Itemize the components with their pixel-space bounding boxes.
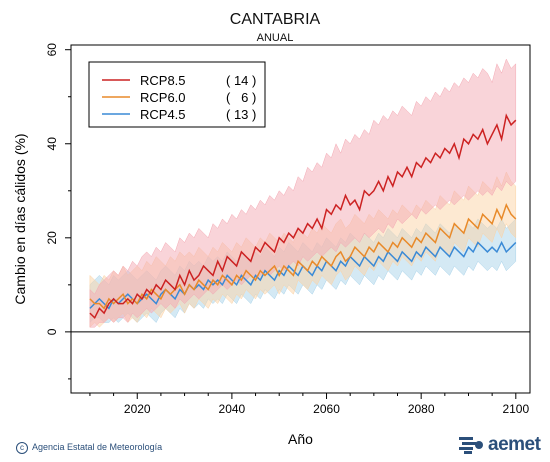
legend-count: ( 6 ): [226, 90, 256, 105]
aemet-logo: aemet: [458, 434, 541, 456]
aemet-logo-text: aemet: [488, 434, 541, 455]
aemet-logo-icon: [459, 437, 483, 454]
copyright-icon: c: [16, 442, 28, 454]
legend: RCP8.5 ( 14 ) RCP6.0 ( 6 ) RCP4.5 ( 13 ): [88, 61, 266, 128]
legend-label: RCP4.5: [140, 107, 186, 122]
series-lines: [89, 113, 517, 320]
x-tick-label: 2100: [502, 402, 529, 416]
band-rcp8.5: [89, 58, 517, 328]
legend-box: [88, 61, 266, 128]
legend-label: RCP6.0: [140, 90, 186, 105]
series-line-rcp6.0: [89, 202, 517, 310]
series-line-rcp8.5: [89, 113, 517, 320]
footer-credit: c Agencia Estatal de Meteorología: [16, 442, 162, 454]
y-tick-label: 20: [45, 231, 59, 245]
x-tick-label: 2020: [124, 402, 151, 416]
x-tick-label: 2040: [219, 402, 246, 416]
legend-label: RCP8.5: [140, 73, 186, 88]
legend-count: ( 14 ): [226, 73, 256, 88]
chart-title: CANTABRIA: [229, 11, 321, 28]
y-tick-label: 60: [45, 43, 59, 57]
y-tick-label: 40: [45, 137, 59, 151]
x-tick-label: 2060: [313, 402, 340, 416]
credit-text: Agencia Estatal de Meteorología: [32, 442, 163, 452]
y-tick-label: 0: [45, 328, 59, 335]
plot-frame: [70, 44, 531, 394]
x-tick-label: 2080: [408, 402, 435, 416]
x-axis-label: Año: [288, 431, 313, 447]
chart-subtitle: ANUAL: [256, 32, 294, 44]
legend-count: ( 13 ): [226, 107, 256, 122]
y-axis-label: Cambio en días cálidos (%): [12, 133, 28, 304]
